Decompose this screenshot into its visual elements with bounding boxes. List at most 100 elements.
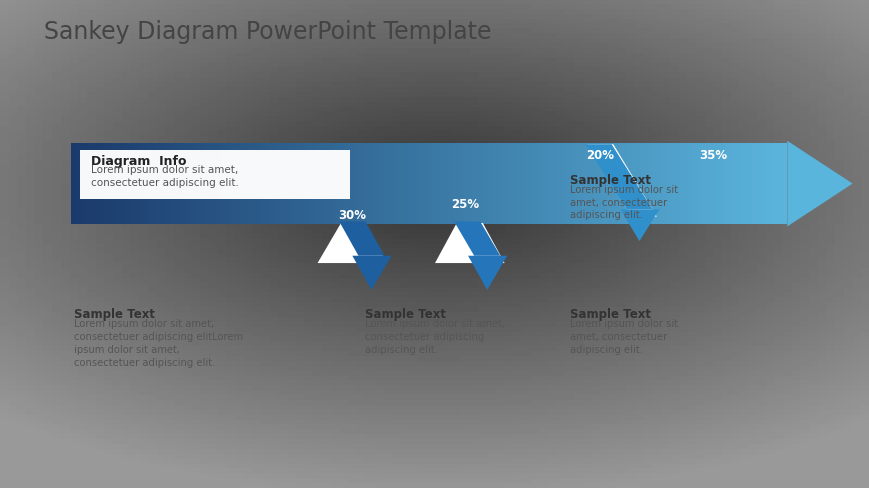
Polygon shape <box>450 144 454 224</box>
Polygon shape <box>357 144 361 224</box>
Polygon shape <box>271 144 275 224</box>
Polygon shape <box>661 144 665 224</box>
Polygon shape <box>768 144 773 224</box>
Polygon shape <box>182 144 186 224</box>
Polygon shape <box>411 144 415 224</box>
Polygon shape <box>558 144 561 224</box>
Text: Lorem ipsum dolor sit amet,
consectetuer adipiscing elit.: Lorem ipsum dolor sit amet, consectetuer… <box>91 165 239 188</box>
Polygon shape <box>521 144 526 224</box>
Polygon shape <box>494 144 497 224</box>
Text: Sample Text: Sample Text <box>569 307 650 321</box>
Polygon shape <box>107 144 110 224</box>
Polygon shape <box>433 144 436 224</box>
Polygon shape <box>196 144 200 224</box>
Polygon shape <box>352 256 391 290</box>
Polygon shape <box>683 144 687 224</box>
Polygon shape <box>303 144 308 224</box>
Text: Lorem ipsum dolor sit amet,
consectetuer adipiscing elitLorem
ipsum dolor sit am: Lorem ipsum dolor sit amet, consectetuer… <box>74 319 242 367</box>
Polygon shape <box>565 144 568 224</box>
Polygon shape <box>200 144 203 224</box>
Polygon shape <box>680 144 683 224</box>
Polygon shape <box>154 144 157 224</box>
Text: Diagram  Info: Diagram Info <box>91 155 187 168</box>
Polygon shape <box>712 144 715 224</box>
Polygon shape <box>572 144 575 224</box>
Polygon shape <box>218 144 222 224</box>
Polygon shape <box>654 144 658 224</box>
Polygon shape <box>468 256 507 290</box>
Polygon shape <box>293 144 296 224</box>
Polygon shape <box>594 144 597 224</box>
Polygon shape <box>554 144 558 224</box>
Polygon shape <box>296 144 300 224</box>
Polygon shape <box>382 144 386 224</box>
Polygon shape <box>317 224 387 264</box>
Polygon shape <box>626 144 629 224</box>
Polygon shape <box>620 210 659 242</box>
Polygon shape <box>622 144 626 224</box>
Polygon shape <box>597 144 600 224</box>
Polygon shape <box>740 144 744 224</box>
Polygon shape <box>614 144 619 224</box>
Polygon shape <box>447 144 450 224</box>
Polygon shape <box>250 144 254 224</box>
Polygon shape <box>396 144 401 224</box>
Polygon shape <box>440 144 443 224</box>
Polygon shape <box>514 144 518 224</box>
Polygon shape <box>636 144 640 224</box>
Polygon shape <box>418 144 421 224</box>
Polygon shape <box>486 144 489 224</box>
Polygon shape <box>761 144 765 224</box>
Polygon shape <box>747 144 751 224</box>
Polygon shape <box>178 144 182 224</box>
Polygon shape <box>343 144 347 224</box>
Text: Sample Text: Sample Text <box>365 307 446 321</box>
Polygon shape <box>607 144 611 224</box>
Text: 20%: 20% <box>586 149 614 162</box>
Polygon shape <box>247 144 250 224</box>
Polygon shape <box>175 144 178 224</box>
Polygon shape <box>665 144 668 224</box>
Polygon shape <box>754 144 758 224</box>
Polygon shape <box>465 144 468 224</box>
Text: Sankey Diagram PowerPoint Template: Sankey Diagram PowerPoint Template <box>43 20 490 43</box>
Polygon shape <box>286 144 289 224</box>
Polygon shape <box>687 144 690 224</box>
Polygon shape <box>90 144 93 224</box>
Polygon shape <box>315 144 318 224</box>
Text: Lorem ipsum dolor sit amet,
consectetuer adipiscing
adipiscing elit.: Lorem ipsum dolor sit amet, consectetuer… <box>365 319 505 354</box>
Polygon shape <box>71 144 75 224</box>
Polygon shape <box>122 144 125 224</box>
Polygon shape <box>275 144 279 224</box>
Polygon shape <box>103 144 107 224</box>
Polygon shape <box>501 144 504 224</box>
Polygon shape <box>526 144 529 224</box>
Polygon shape <box>96 144 100 224</box>
Polygon shape <box>332 144 336 224</box>
Polygon shape <box>533 144 536 224</box>
Polygon shape <box>203 144 207 224</box>
Polygon shape <box>408 144 411 224</box>
Polygon shape <box>139 144 143 224</box>
Polygon shape <box>590 144 594 224</box>
Polygon shape <box>457 144 461 224</box>
Polygon shape <box>282 144 286 224</box>
Polygon shape <box>511 144 514 224</box>
Polygon shape <box>472 144 475 224</box>
Polygon shape <box>733 144 736 224</box>
Polygon shape <box>633 144 636 224</box>
Polygon shape <box>585 145 652 210</box>
Polygon shape <box>758 144 761 224</box>
Polygon shape <box>707 144 712 224</box>
Text: Lorem ipsum dolor sit
amet, consectetuer
adipiscing elit.: Lorem ipsum dolor sit amet, consectetuer… <box>569 184 677 220</box>
Polygon shape <box>300 144 303 224</box>
Polygon shape <box>415 144 418 224</box>
Polygon shape <box>136 144 139 224</box>
Polygon shape <box>146 144 150 224</box>
Polygon shape <box>454 144 457 224</box>
Polygon shape <box>401 144 404 224</box>
Polygon shape <box>693 144 697 224</box>
Polygon shape <box>375 144 379 224</box>
Polygon shape <box>547 144 550 224</box>
Polygon shape <box>386 144 389 224</box>
